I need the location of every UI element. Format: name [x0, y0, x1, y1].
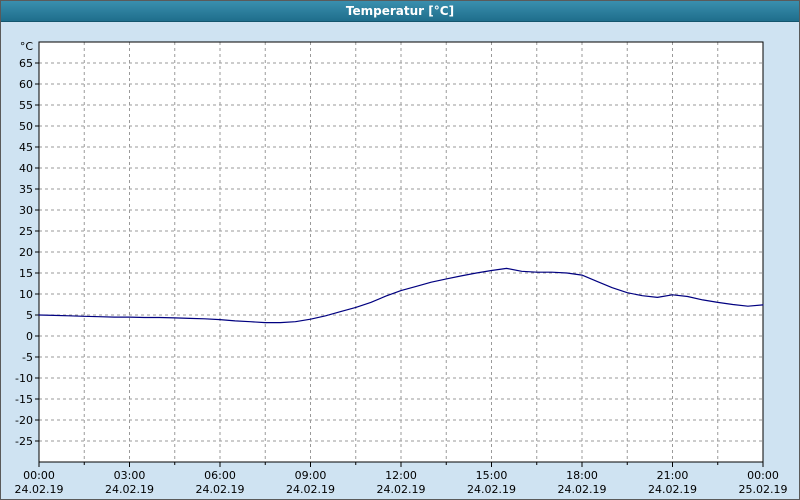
y-tick-label: 30	[19, 204, 33, 217]
x-tick-date-label: 24.02.19	[286, 483, 335, 496]
y-tick-label: -20	[15, 414, 33, 427]
x-tick-time-label: 18:00	[566, 469, 598, 482]
y-tick-label: 15	[19, 267, 33, 280]
y-tick-label: -15	[15, 393, 33, 406]
x-tick-date-label: 24.02.19	[648, 483, 697, 496]
x-tick-date-label: 24.02.19	[105, 483, 154, 496]
y-tick-label: 5	[26, 309, 33, 322]
x-tick-date-label: 24.02.19	[377, 483, 426, 496]
x-tick-time-label: 09:00	[295, 469, 327, 482]
x-tick-time-label: 00:00	[23, 469, 55, 482]
x-tick-date-label: 25.02.19	[739, 483, 788, 496]
x-tick-date-label: 24.02.19	[558, 483, 607, 496]
temperature-line	[38, 267, 764, 324]
y-tick-label: 55	[19, 99, 33, 112]
y-tick-label: 45	[19, 141, 33, 154]
y-tick-label: 65	[19, 57, 33, 70]
y-tick-label: 50	[19, 120, 33, 133]
chart-area: 65 60 55 50 45 40 35 30 25 20 15 10 5 0 -5 -10 -15 -20 -25…	[1, 22, 799, 499]
y-tick-label: 35	[19, 183, 33, 196]
temperature-chart: 65605550454035302520151050-5-10-15-20-25…	[15, 40, 788, 496]
window-titlebar: Temperatur [°C]	[1, 1, 799, 22]
window-title: Temperatur [°C]	[345, 4, 455, 18]
plot-border	[38, 41, 764, 463]
y-tick-label: 20	[19, 246, 33, 259]
x-tick-time-label: 15:00	[476, 469, 508, 482]
x-tick-date-label: 24.02.19	[196, 483, 245, 496]
y-tick-label: 40	[19, 162, 33, 175]
x-tick-time-label: 00:00	[747, 469, 779, 482]
y-tick-label: 0	[26, 330, 33, 343]
x-tick-time-label: 06:00	[204, 469, 236, 482]
x-tick-time-label: 12:00	[385, 469, 417, 482]
y-tick-label: -5	[22, 351, 33, 364]
y-tick-label: -25	[15, 435, 33, 448]
y-axis-unit-label: °C	[20, 40, 34, 53]
y-tick-label: 60	[19, 78, 33, 91]
x-tick-date-label: 24.02.19	[15, 483, 64, 496]
x-tick-time-label: 21:00	[657, 469, 689, 482]
x-tick-date-label: 24.02.19	[467, 483, 516, 496]
y-tick-label: 25	[19, 225, 33, 238]
x-tick-time-label: 03:00	[114, 469, 146, 482]
y-tick-label: 10	[19, 288, 33, 301]
y-tick-label: -10	[15, 372, 33, 385]
